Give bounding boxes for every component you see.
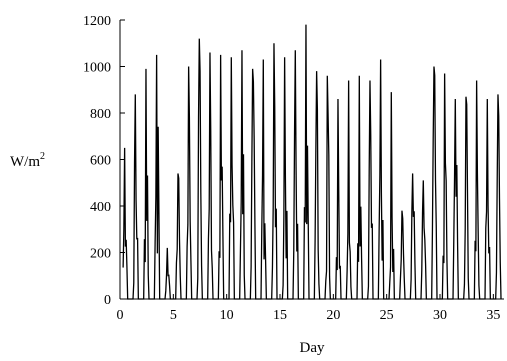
y-axis-title: W/m2 xyxy=(10,151,45,170)
x-tick-label: 25 xyxy=(380,308,394,323)
x-tick-label: 20 xyxy=(326,308,340,323)
y-tick-label: 1200 xyxy=(83,14,111,29)
series-layer xyxy=(122,24,502,300)
x-axis-title: Day xyxy=(300,340,325,356)
ticks-layer: 0 200 400 600 800 1000 1200 0 5 10 15 20 25 30 35 xyxy=(83,14,500,323)
x-tick-label: 15 xyxy=(273,308,287,323)
y-tick-label: 400 xyxy=(90,200,111,215)
y-axis-title-base: W/m xyxy=(10,154,40,170)
y-tick-label: 800 xyxy=(90,107,111,122)
y-tick-label: 200 xyxy=(90,247,111,262)
x-tick-label: 35 xyxy=(486,308,500,323)
x-tick-label: 5 xyxy=(170,308,177,323)
y-tick-label: 600 xyxy=(90,154,111,169)
x-tick-label: 30 xyxy=(433,308,447,323)
irradiance-series-line xyxy=(122,24,502,300)
y-axis-title-superscript: 2 xyxy=(40,151,45,162)
y-tick-label: 0 xyxy=(104,293,111,308)
x-tick-label: 10 xyxy=(220,308,234,323)
y-tick-label: 1000 xyxy=(83,61,111,76)
x-tick-label: 0 xyxy=(117,308,124,323)
